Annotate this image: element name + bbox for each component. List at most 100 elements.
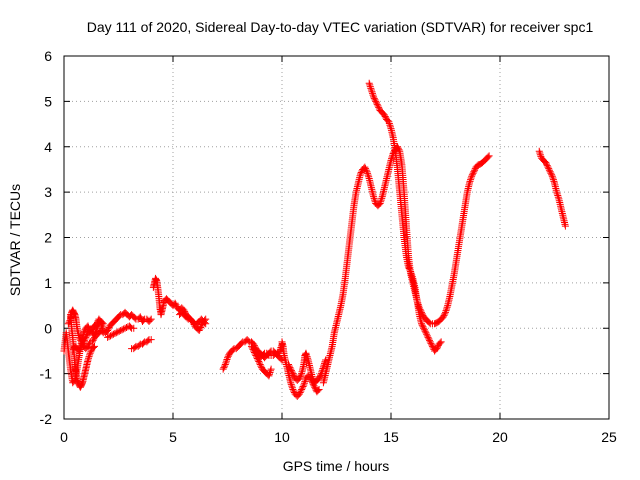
data-point [385, 118, 393, 126]
data-point [248, 344, 256, 352]
data-point [408, 271, 416, 279]
data-point [77, 342, 85, 350]
data-point [420, 324, 428, 332]
data-point [147, 336, 155, 344]
data-point [485, 152, 493, 160]
data-point [121, 324, 129, 332]
data-point [420, 326, 428, 334]
data-point [545, 165, 553, 173]
data-point [467, 174, 475, 182]
data-point [117, 327, 125, 335]
x-tick-label: 25 [601, 429, 617, 445]
data-point [368, 88, 376, 96]
data-point [406, 266, 414, 274]
data-point [442, 307, 450, 315]
data-point [183, 314, 191, 322]
data-point [537, 152, 545, 160]
data-point [301, 378, 309, 386]
data-point [265, 372, 273, 380]
data-point [79, 339, 87, 347]
data-point [88, 338, 96, 346]
data-point [439, 313, 447, 321]
data-point [266, 368, 274, 376]
data-point [548, 172, 556, 180]
data-point [295, 374, 303, 382]
data-point [302, 349, 310, 357]
data-point [466, 177, 474, 185]
data-point [198, 320, 206, 328]
data-point [290, 371, 298, 379]
data-point [407, 268, 415, 276]
data-point [152, 275, 160, 283]
data-point [75, 333, 83, 341]
data-point [545, 166, 553, 174]
x-axis-label: GPS time / hours [283, 458, 390, 474]
data-point [469, 169, 477, 177]
data-point [93, 320, 101, 328]
data-point [368, 89, 376, 97]
data-point [366, 81, 374, 89]
y-axis-label: SDTVAR / TECUs [7, 184, 23, 296]
data-point [66, 317, 74, 325]
data-point [105, 333, 113, 341]
data-point [387, 156, 395, 164]
data-point [251, 350, 259, 358]
data-point [370, 94, 378, 102]
data-point [549, 174, 557, 182]
data-point [433, 345, 441, 353]
data-point [298, 384, 306, 392]
data-point [257, 362, 265, 370]
data-point [357, 168, 365, 176]
data-point [423, 332, 431, 340]
data-point [223, 355, 231, 363]
data-point [422, 329, 430, 337]
data-point [315, 374, 323, 382]
data-point [267, 367, 275, 375]
data-point [221, 361, 229, 369]
data-point [423, 330, 431, 338]
data-point [147, 315, 155, 323]
y-tick-label: 3 [44, 184, 52, 200]
x-tick-label: 0 [60, 429, 68, 445]
data-point [136, 313, 144, 321]
data-point [297, 387, 305, 395]
data-point [377, 196, 385, 204]
data-point [196, 325, 204, 333]
data-point [201, 316, 209, 324]
data-point [372, 99, 380, 107]
data-point [304, 354, 312, 362]
data-point [309, 374, 317, 382]
data-point [468, 172, 476, 180]
data-point [425, 335, 433, 343]
data-point [285, 361, 293, 369]
data-point [146, 316, 154, 324]
data-point [364, 171, 372, 179]
data-point [443, 303, 451, 311]
data-point [222, 357, 230, 365]
data-point [295, 390, 303, 398]
data-point [443, 305, 451, 313]
data-point [536, 151, 544, 159]
data-point [370, 193, 378, 201]
data-point [89, 344, 97, 352]
data-point [376, 199, 384, 207]
data-point [428, 341, 436, 349]
data-point [135, 341, 143, 349]
data-point [253, 353, 261, 361]
data-point [172, 301, 180, 309]
data-point [171, 299, 179, 307]
data-point [300, 381, 308, 389]
data-point [404, 263, 412, 271]
data-point [77, 344, 85, 352]
y-tick-label: 2 [44, 230, 52, 246]
data-point [131, 344, 139, 352]
data-point [356, 170, 364, 178]
data-point [408, 273, 416, 281]
data-point [547, 169, 555, 177]
data-point [104, 333, 112, 341]
y-axis: -2 -1 0 1 2 3 4 5 6 [40, 48, 609, 427]
data-point [320, 361, 328, 369]
data-point [108, 331, 116, 339]
y-tick-label: -2 [40, 411, 53, 427]
data-point [247, 342, 255, 350]
